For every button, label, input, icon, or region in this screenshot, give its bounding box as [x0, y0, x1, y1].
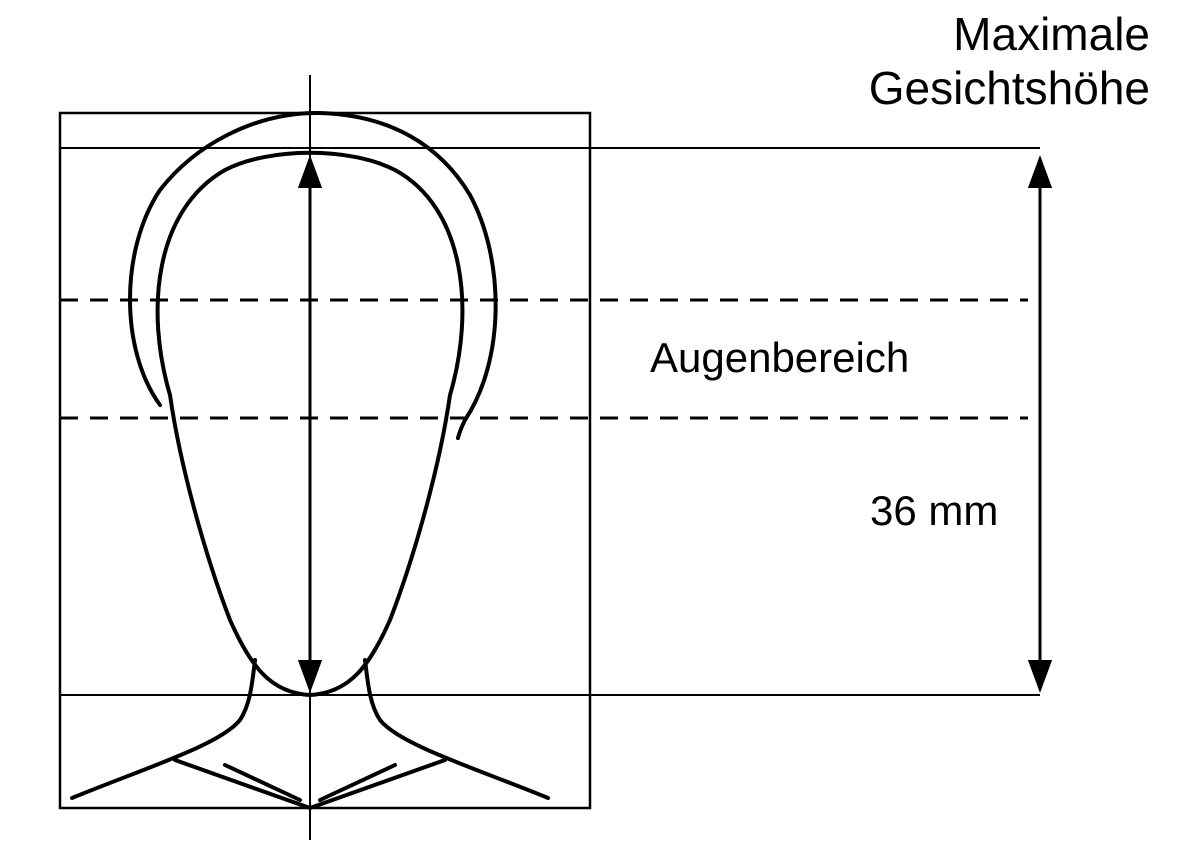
passport-photo-diagram: Maximale Gesichtshöhe Augenbereich 36 mm [0, 0, 1182, 842]
collar-right [310, 760, 445, 808]
eye-area-label: Augenbereich [650, 334, 909, 381]
measurement-label: 36 mm [870, 487, 998, 534]
arrowhead-up-icon [298, 155, 322, 188]
hair-outline [130, 113, 496, 438]
arrowhead-up-icon [1028, 155, 1052, 188]
arrowhead-down-icon [1028, 660, 1052, 693]
photo-frame [60, 113, 590, 808]
collar-left [175, 760, 310, 808]
arrowhead-down-icon [298, 660, 322, 693]
title-line-1: Maximale [953, 8, 1150, 60]
title-line-2: Gesichtshöhe [869, 62, 1150, 114]
